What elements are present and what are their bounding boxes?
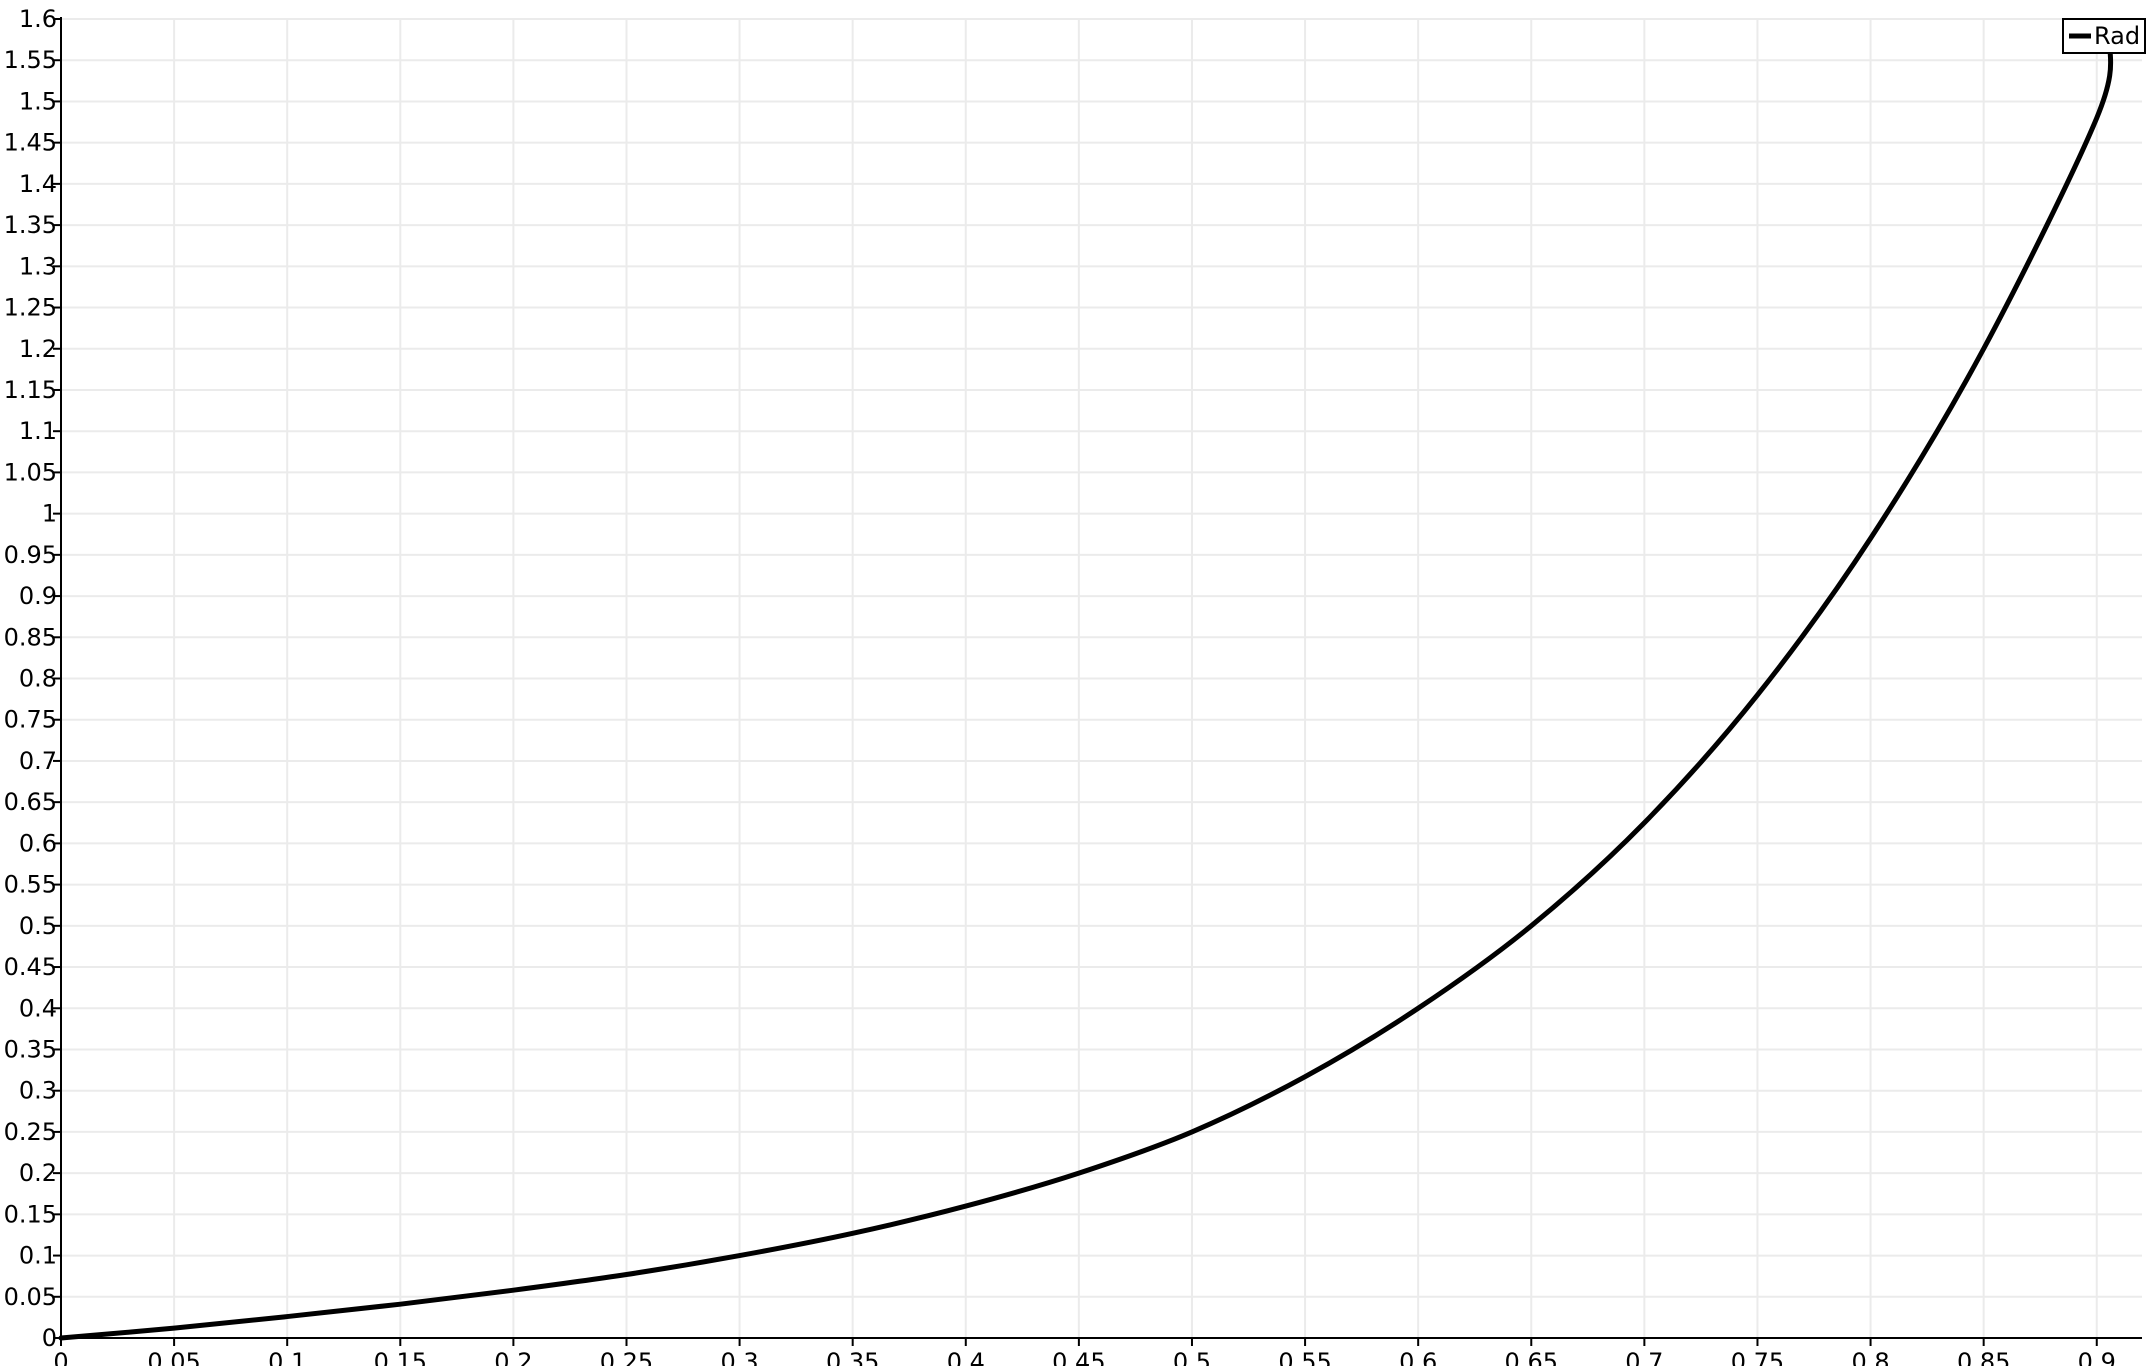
- y-tick-label: 0.5: [19, 912, 57, 940]
- x-tick-label: 0.2: [494, 1348, 532, 1366]
- x-tick-label: 0.15: [374, 1348, 427, 1366]
- y-tick-label: 1.2: [19, 335, 57, 363]
- y-tick-label: 1.25: [4, 294, 57, 322]
- x-tick-label: 0.6: [1399, 1348, 1437, 1366]
- x-tick-label: 0.55: [1278, 1348, 1331, 1366]
- y-tick-label: 0.3: [19, 1077, 57, 1105]
- y-tick-label: 1.45: [4, 129, 57, 157]
- y-tick-label: 1.35: [4, 211, 57, 239]
- legend-label-rad: Rad: [2094, 22, 2140, 50]
- y-tick-label: 0.55: [4, 871, 57, 899]
- x-tick-label: 0.1: [268, 1348, 306, 1366]
- y-tick-label: 1.15: [4, 376, 57, 404]
- series-layer: [58, 41, 2114, 1341]
- y-tick-label: 1.5: [19, 87, 57, 115]
- x-tick-label: 0.35: [826, 1348, 879, 1366]
- legend: Rad: [2062, 18, 2146, 54]
- y-axis-ticks: 0 0.05 0.1 0.15 0.2 0.25 0.3 0.35 0.4 0.45 0.5 0.55…: [4, 5, 61, 1352]
- x-tick-label: 0.65: [1505, 1348, 1558, 1366]
- y-tick-label: 0.95: [4, 541, 57, 569]
- y-tick-label: 0.6: [19, 829, 57, 857]
- y-tick-label: 0.05: [4, 1283, 57, 1311]
- x-tick-label: 0: [53, 1348, 68, 1366]
- x-tick-label: 0.4: [947, 1348, 985, 1366]
- y-tick-label: 0: [42, 1324, 57, 1352]
- y-tick-label: 1.6: [19, 5, 57, 33]
- y-tick-label: 1.1: [19, 417, 57, 445]
- y-tick-label: 1: [42, 500, 57, 528]
- x-tick-label: 0.75: [1731, 1348, 1784, 1366]
- y-tick-label: 0.35: [4, 1035, 57, 1063]
- grid: [60, 18, 2142, 1339]
- y-tick-label: 0.9: [19, 582, 57, 610]
- x-tick-label: 0.3: [721, 1348, 759, 1366]
- y-tick-label: 0.25: [4, 1118, 57, 1146]
- x-tick-label: 0.9: [2078, 1348, 2116, 1366]
- y-tick-label: 0.65: [4, 788, 57, 816]
- y-tick-label: 0.75: [4, 706, 57, 734]
- x-tick-label: 0.8: [1851, 1348, 1889, 1366]
- x-axis-ticks: 0 0.05 0.1 0.15 0.2 0.25 0.3 0.35 0.4 0.45 0.5 0.55…: [53, 1338, 2116, 1366]
- y-tick-label: 0.45: [4, 953, 57, 981]
- y-tick-label: 0.4: [19, 994, 57, 1022]
- series-line-rad: [58, 41, 2114, 1341]
- y-tick-label: 1.3: [19, 252, 57, 280]
- y-tick-label: 0.7: [19, 747, 57, 775]
- y-tick-label: 0.1: [19, 1242, 57, 1270]
- x-tick-label: 0.45: [1052, 1348, 1105, 1366]
- x-tick-label: 0.7: [1625, 1348, 1663, 1366]
- y-tick-label: 1.05: [4, 458, 57, 486]
- y-tick-label: 0.85: [4, 623, 57, 651]
- y-tick-label: 1.4: [19, 170, 57, 198]
- x-tick-label: 0.25: [600, 1348, 653, 1366]
- y-tick-label: 1.55: [4, 46, 57, 74]
- x-tick-label: 0.05: [147, 1348, 200, 1366]
- x-tick-label: 0.5: [1173, 1348, 1211, 1366]
- x-tick-label: 0.85: [1957, 1348, 2010, 1366]
- y-tick-label: 0.8: [19, 665, 57, 693]
- y-tick-label: 0.15: [4, 1200, 57, 1228]
- y-tick-label: 0.2: [19, 1159, 57, 1187]
